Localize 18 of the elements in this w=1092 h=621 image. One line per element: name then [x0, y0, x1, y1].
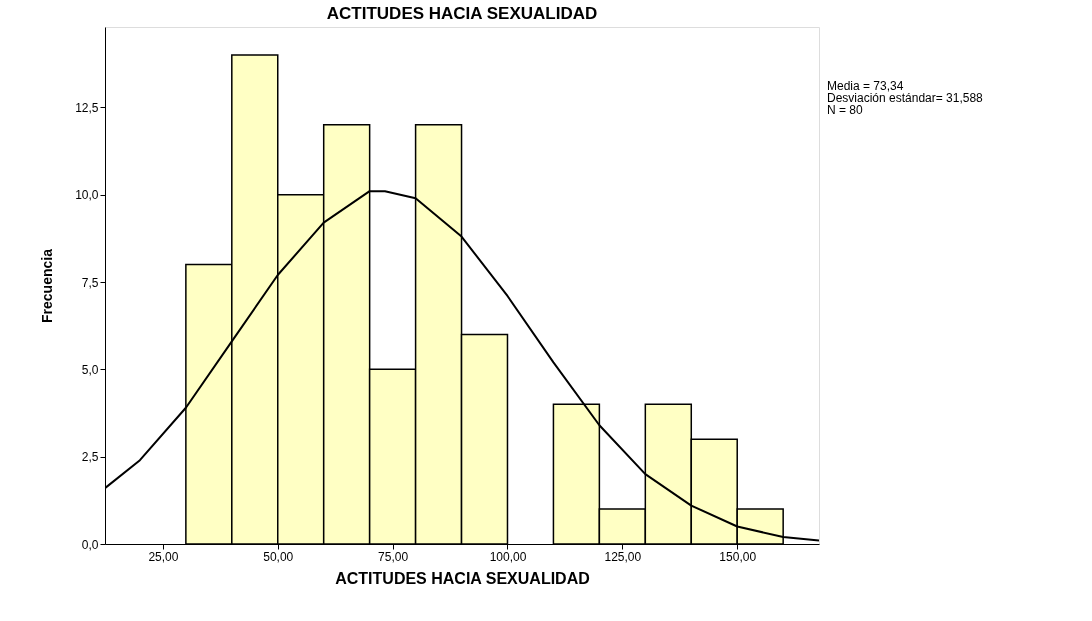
- x-tick-label: 100,00: [489, 549, 527, 564]
- y-tick-label: 10,0: [75, 188, 99, 203]
- y-tick-label: 0,0: [81, 537, 99, 552]
- x-axis-title: ACTITUDES HACIA SEXUALIDAD: [335, 569, 590, 587]
- y-tick-label: 7,5: [81, 275, 99, 290]
- x-tick-label: 125,00: [604, 549, 642, 564]
- text: N = 80: [827, 103, 864, 117]
- x-tick-label: 25,00: [148, 549, 179, 564]
- text: Media = 73,34: [827, 79, 904, 93]
- chart-title: ACTITUDES HACIA SEXUALIDAD: [326, 4, 598, 23]
- y-tick-label: 12,5: [75, 100, 99, 115]
- y-axis-title: Frecuencia: [39, 248, 56, 323]
- y-tick-label: 5,0: [81, 362, 99, 377]
- text: Desviación estándar= 31,588: [827, 91, 984, 105]
- x-tick-label: 75,00: [378, 549, 409, 564]
- x-tick-label: 50,00: [263, 549, 294, 564]
- x-tick-label: 150,00: [719, 549, 757, 564]
- y-tick-label: 2,5: [81, 450, 99, 465]
